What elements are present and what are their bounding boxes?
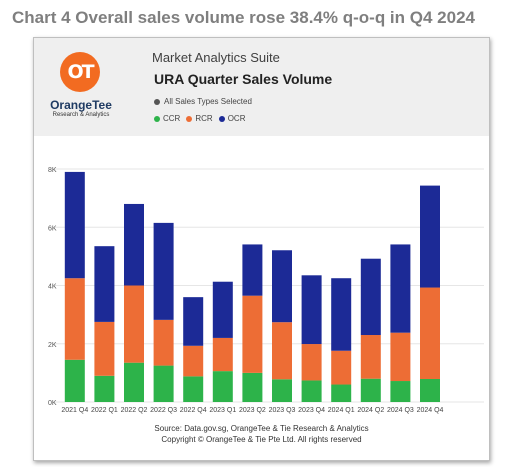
bar-segment-ccr: [272, 379, 292, 402]
x-tick-label: 2024 Q2: [357, 407, 384, 414]
legend-label-rcr: RCR: [195, 114, 213, 123]
bar-segment-rcr: [153, 319, 174, 366]
bar-segment-rcr: [183, 345, 204, 377]
suite-title: Market Analytics Suite: [152, 50, 280, 65]
bar-segment-ocr: [331, 278, 352, 351]
bar-segment-ocr: [64, 171, 85, 279]
bar-segment-ccr: [390, 381, 411, 402]
filter-dot-icon: [154, 98, 160, 105]
legend-item-rcr[interactable]: RCR: [186, 114, 213, 123]
rcr-dot-icon: [186, 115, 193, 122]
orangetee-logo-icon: OT: [60, 52, 100, 92]
bar-segment-ccr: [94, 375, 115, 402]
bar-segment-ccr: [183, 376, 204, 402]
x-tick-label: 2023 Q4: [298, 407, 325, 414]
bar-segment-ocr: [153, 222, 174, 320]
bar-segment-ccr: [420, 378, 440, 402]
y-tick-label: 2K: [48, 342, 57, 349]
x-tick-label: 2024 Q1: [328, 407, 355, 414]
x-tick-label: 2024 Q3: [387, 407, 414, 414]
bar-segment-ccr: [212, 371, 233, 402]
x-tick-label: 2022 Q4: [180, 407, 207, 414]
filter-label: All Sales Types Selected: [164, 97, 252, 106]
y-tick-label: 4K: [48, 284, 57, 291]
x-tick-label: 2024 Q4: [417, 407, 444, 414]
x-tick-label: 2021 Q4: [61, 407, 88, 414]
bar-segment-rcr: [242, 295, 263, 373]
sales-type-filter[interactable]: All Sales Types Selected: [154, 97, 252, 106]
bar-segment-ocr: [212, 281, 233, 338]
bar-segment-rcr: [272, 322, 292, 380]
chart-heading: Chart 4 Overall sales volume rose 38.4% …: [12, 8, 475, 27]
bar-segment-ocr: [420, 185, 440, 288]
bar-segment-ocr: [124, 203, 144, 286]
source-note: Source: Data.gov.sg, OrangeTee & Tie Res…: [154, 424, 369, 433]
x-tick-label: 2023 Q3: [269, 407, 296, 414]
legend-item-ccr[interactable]: CCR: [154, 114, 180, 123]
x-tick-label: 2022 Q1: [91, 407, 118, 414]
copyright-note: Copyright © OrangeTee & Tie Pte Ltd. All…: [161, 435, 362, 444]
x-tick-label: 2022 Q2: [121, 407, 148, 414]
bar-segment-rcr: [420, 287, 440, 379]
bar-segment-rcr: [390, 332, 411, 382]
bar-segment-ccr: [124, 362, 144, 402]
bar-segment-ccr: [242, 372, 263, 402]
legend-label-ccr: CCR: [163, 114, 181, 123]
bar-segment-ccr: [360, 378, 381, 402]
brand-tagline: Research & Analytics: [52, 112, 110, 118]
y-tick-label: 0K: [48, 400, 57, 407]
ocr-dot-icon: [218, 115, 225, 122]
x-tick-label: 2023 Q1: [209, 407, 236, 414]
legend-label-ocr: OCR: [227, 114, 246, 123]
logo-mark: OT: [67, 61, 94, 83]
bar-segment-ccr: [153, 365, 174, 402]
bar-segment-rcr: [212, 337, 233, 372]
report-panel: OT OrangeTee Research & Analytics Market…: [33, 37, 490, 461]
bar-segment-rcr: [360, 335, 381, 379]
bar-segment-rcr: [331, 350, 352, 385]
y-tick-label: 6K: [48, 225, 57, 232]
bar-segment-ocr: [183, 297, 204, 346]
bar-segment-ccr: [301, 380, 322, 402]
bar-segment-rcr: [124, 285, 144, 363]
bar-segment-rcr: [64, 278, 85, 360]
report-title: URA Quarter Sales Volume: [154, 71, 333, 87]
brand-name: OrangeTee: [50, 98, 112, 112]
bar-segment-ocr: [301, 275, 322, 345]
x-tick-label: 2022 Q3: [150, 407, 177, 414]
legend-item-ocr[interactable]: OCR: [218, 114, 246, 123]
report-header: OT OrangeTee Research & Analytics Market…: [34, 38, 489, 136]
bar-segment-ocr: [390, 244, 411, 333]
bar-segment-ccr: [64, 359, 85, 402]
bar-segment-ocr: [242, 244, 263, 296]
chart-legend: CCR RCR OCR: [154, 114, 245, 123]
bar-segment-ocr: [360, 258, 381, 336]
bar-segment-rcr: [94, 321, 115, 376]
ccr-dot-icon: [154, 115, 160, 122]
x-tick-label: 2023 Q2: [239, 407, 266, 414]
y-tick-label: 8K: [48, 167, 57, 174]
bar-segment-rcr: [301, 344, 322, 381]
bar-segment-ocr: [272, 250, 292, 323]
bar-segment-ccr: [331, 384, 352, 402]
bar-segment-ocr: [94, 246, 115, 322]
